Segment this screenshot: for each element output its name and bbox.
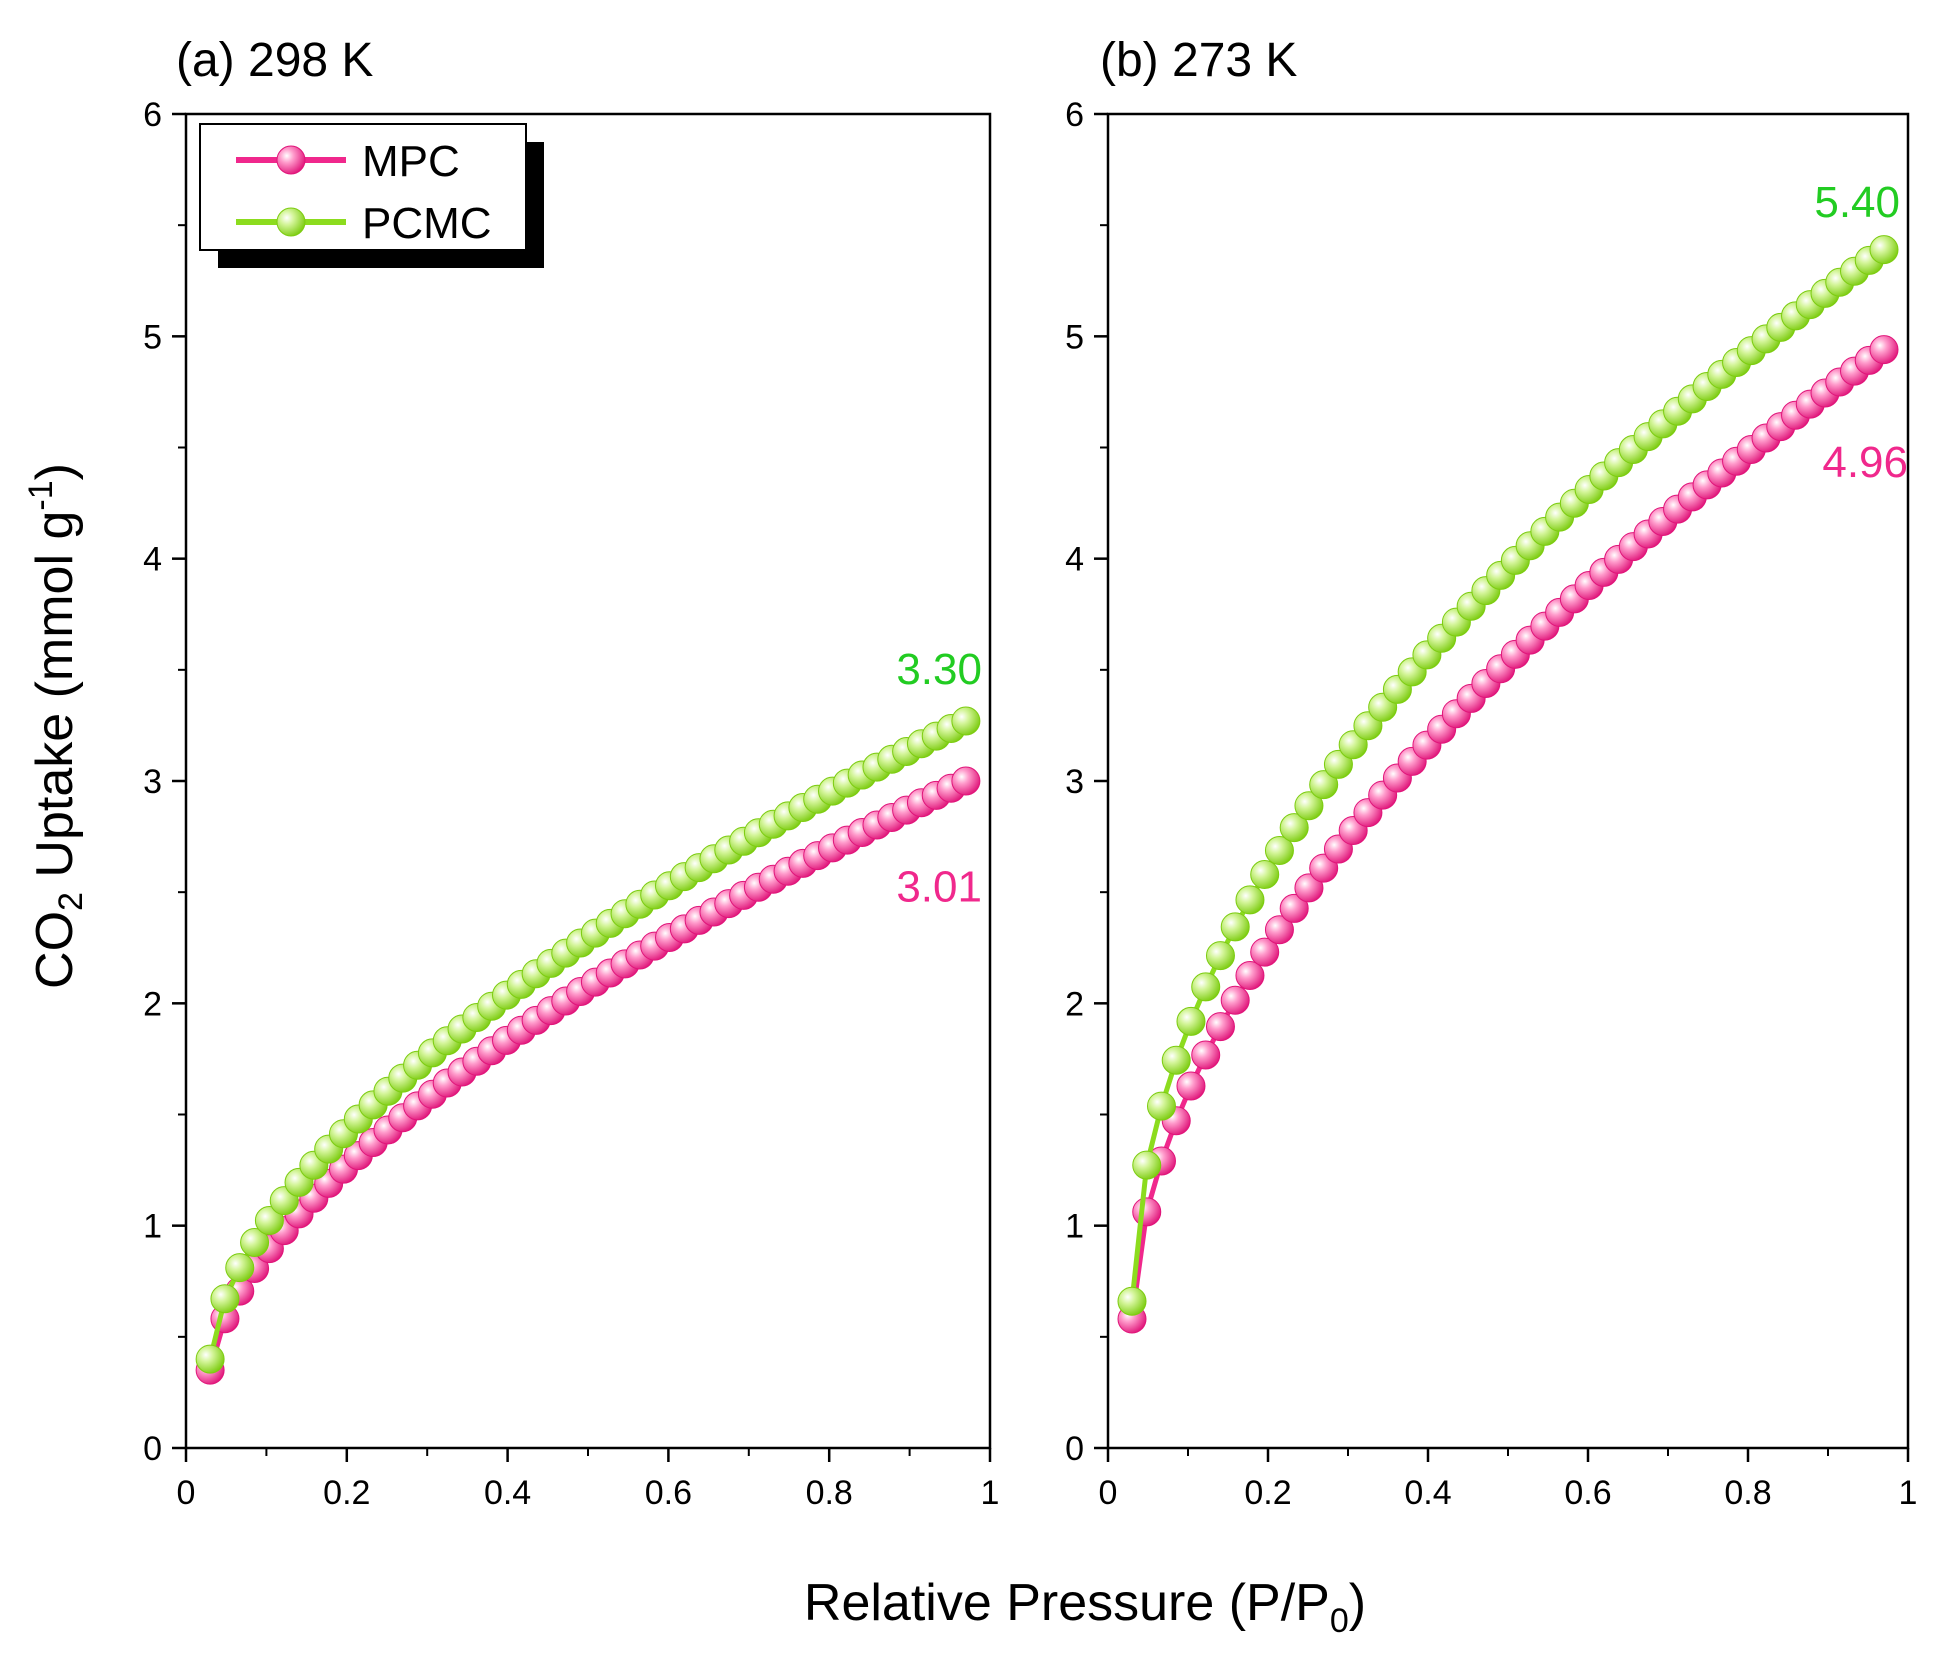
point-pcmc-b-2 [1146, 1091, 1176, 1121]
point-pcmc-b-4 [1176, 1006, 1206, 1036]
annotation-b-1: 4.96 [1822, 438, 1908, 487]
legend-mpc-label: MPC [362, 137, 460, 186]
series-pcmc-a [195, 706, 981, 1374]
series-line-pcmc-a [207, 718, 968, 1360]
legend-box [199, 123, 527, 251]
point-pcmc-b-51 [1869, 235, 1899, 265]
x-tick-label-a-5: 1 [981, 1474, 1000, 1512]
x-tick-label-a-0: 0 [177, 1474, 196, 1512]
series-line-pcmc-b [1129, 247, 1886, 1302]
series-line-mpc-a [207, 778, 967, 1371]
legend-pcmc-marker [276, 207, 306, 237]
point-pcmc-b-12 [1294, 791, 1324, 821]
y-axis-title-sup: -1 [22, 480, 60, 510]
x-tick-label-a-3: 0.6 [645, 1474, 692, 1512]
x-tick-label-b-4: 0.8 [1724, 1474, 1771, 1512]
series-line-mpc-b [1129, 347, 1886, 1320]
point-pcmc-b-7 [1220, 912, 1250, 942]
point-pcmc-b-10 [1264, 836, 1294, 866]
point-mpc-b-4 [1176, 1071, 1206, 1101]
legend-mpc-marker [276, 145, 306, 175]
legend-item-mpc: MPC [236, 137, 460, 186]
x-axis-title: Relative Pressure (P/P0) [804, 1574, 1366, 1640]
point-pcmc-a-1 [210, 1284, 240, 1314]
point-mpc-b-9 [1250, 937, 1280, 967]
y-tick-label-b-5: 5 [1065, 318, 1084, 356]
y-tick-label-b-4: 4 [1065, 541, 1084, 579]
series-pcmc-b [1117, 235, 1899, 1316]
point-mpc-b-6 [1205, 1012, 1235, 1042]
x-tick-label-a-2: 0.4 [484, 1474, 531, 1512]
x-axis-title-end: ) [1349, 1574, 1366, 1632]
x-axis-title-main: Relative Pressure (P/P [804, 1574, 1330, 1632]
point-pcmc-a-3 [240, 1227, 270, 1257]
panel-a-298k: (a) 298 K 0 1 2 3 4 5 6 0 0.2 0.4 0.6 0.8 1 3.30 3.01 [143, 34, 999, 1512]
point-mpc-b-7 [1220, 985, 1250, 1015]
y-axis-title-prefix: CO [26, 911, 84, 989]
point-mpc-b-8 [1235, 961, 1265, 991]
point-pcmc-b-3 [1161, 1045, 1191, 1075]
x-tick-label-b-3: 0.6 [1564, 1474, 1611, 1512]
series-mpc-b [1117, 335, 1899, 1334]
point-pcmc-b-14 [1323, 749, 1353, 779]
y-tick-label-a-2: 2 [143, 985, 162, 1023]
point-pcmc-a-0 [195, 1344, 225, 1374]
y-tick-label-b-3: 3 [1065, 763, 1084, 801]
y-tick-label-a-0: 0 [143, 1430, 162, 1468]
point-mpc-b-12 [1294, 873, 1324, 903]
y-tick-label-b-6: 6 [1065, 96, 1084, 134]
point-pcmc-b-5 [1191, 972, 1221, 1002]
point-pcmc-b-6 [1205, 941, 1235, 971]
y-axis-title: CO2 Uptake (mmol g-1) [22, 463, 90, 989]
annotation-b-0: 5.40 [1814, 178, 1900, 227]
x-tick-label-b-5: 1 [1899, 1474, 1918, 1512]
y-tick-label-a-1: 1 [143, 1208, 162, 1246]
legend: MPC PCMC [199, 123, 544, 268]
point-mpc-b-5 [1191, 1040, 1221, 1070]
point-pcmc-b-8 [1235, 885, 1265, 915]
point-pcmc-b-9 [1250, 860, 1280, 890]
y-tick-label-a-4: 4 [143, 541, 162, 579]
x-tick-label-a-1: 0.2 [323, 1474, 370, 1512]
panel-title-a: (a) 298 K [176, 34, 373, 87]
y-tick-label-a-3: 3 [143, 763, 162, 801]
point-pcmc-a-2 [225, 1253, 255, 1283]
point-mpc-b-11 [1279, 893, 1309, 923]
point-pcmc-b-1 [1132, 1150, 1162, 1180]
x-tick-label-b-2: 0.4 [1404, 1474, 1451, 1512]
x-tick-label-a-4: 0.8 [806, 1474, 853, 1512]
point-mpc-a-51 [951, 766, 981, 796]
point-pcmc-a-51 [951, 706, 981, 736]
y-tick-label-a-5: 5 [143, 318, 162, 356]
x-axis-title-sub: 0 [1330, 1602, 1349, 1640]
legend-item-pcmc: PCMC [236, 199, 492, 248]
y-tick-label-b-0: 0 [1065, 1430, 1084, 1468]
y-tick-label-b-1: 1 [1065, 1208, 1084, 1246]
point-mpc-b-10 [1264, 915, 1294, 945]
x-tick-label-b-0: 0 [1099, 1474, 1118, 1512]
y-axis-title-sub: 2 [52, 892, 90, 911]
point-pcmc-b-13 [1309, 770, 1339, 800]
x-tick-label-b-1: 0.2 [1244, 1474, 1291, 1512]
y-axis-title-mid: Uptake (mmol g [26, 511, 84, 892]
series-mpc-a [195, 766, 981, 1385]
point-pcmc-b-0 [1117, 1286, 1147, 1316]
y-axis-title-end: ) [26, 463, 84, 480]
y-tick-label-b-2: 2 [1065, 985, 1084, 1023]
panel-title-b: (b) 273 K [1100, 34, 1297, 87]
point-pcmc-a-4 [254, 1206, 284, 1236]
annotation-a-0: 3.30 [896, 645, 982, 694]
panel-b-273k: (b) 273 K 0 1 2 3 4 5 6 0 0.2 0.4 0.6 0.8 1 5.40 4.96 [1065, 34, 1917, 1512]
y-tick-label-a-6: 6 [143, 96, 162, 134]
point-mpc-b-1 [1132, 1197, 1162, 1227]
legend-pcmc-label: PCMC [362, 199, 492, 248]
point-mpc-b-51 [1869, 335, 1899, 365]
point-pcmc-b-11 [1279, 813, 1309, 843]
annotation-a-1: 3.01 [896, 863, 982, 912]
